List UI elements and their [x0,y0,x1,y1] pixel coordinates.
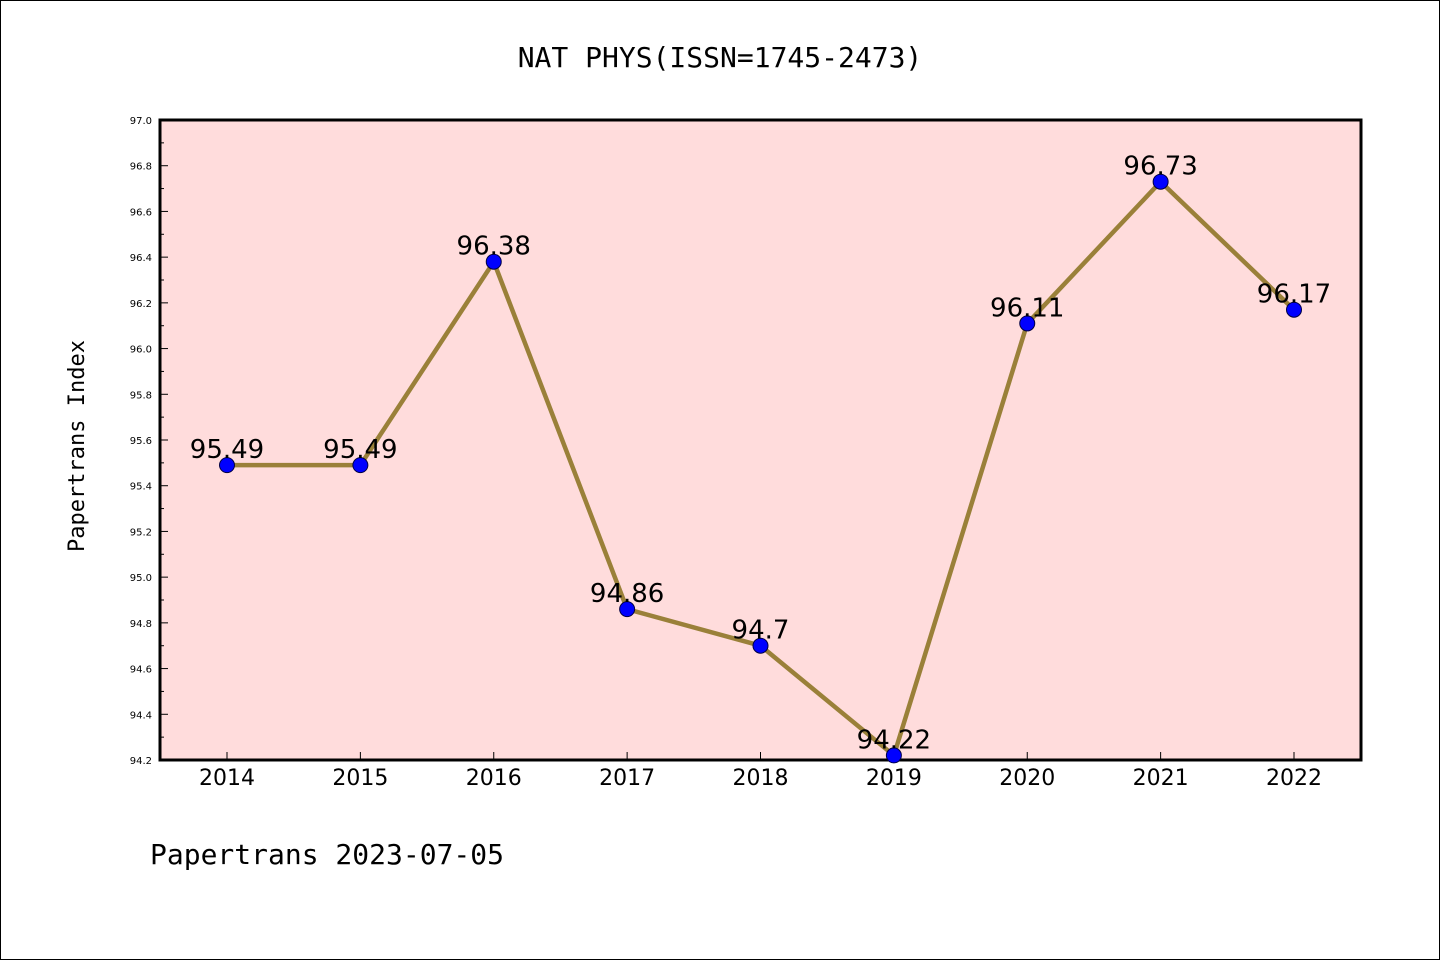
y-tick-label: 94.2 [130,756,152,767]
data-label: 95.49 [190,435,264,465]
x-tick-label: 2015 [332,766,388,791]
y-axis-label: Papertrans Index [65,340,90,552]
data-point [219,457,235,474]
data-point [352,457,369,474]
x-tick-label: 2016 [466,766,522,791]
y-tick-label: 95.8 [130,390,152,401]
x-tick-label: 2017 [599,766,655,791]
x-tick-label: 2022 [1266,766,1322,791]
y-tick-label: 96.4 [130,253,152,264]
y-tick-label: 96.6 [130,207,152,218]
data-label: 96.11 [990,293,1064,323]
x-tick-label: 2019 [866,766,922,791]
data-markers [219,173,1302,764]
y-tick-label: 94.4 [130,710,152,721]
data-label: 96.38 [457,232,531,262]
data-point [485,253,502,270]
data-labels: 95.49 95.49 96.38 94.86 94.7 94.22 96.11 96.73 9… [190,152,1331,756]
y-tick-label: 96.8 [130,162,152,173]
data-label: 96.17 [1257,280,1331,310]
data-point [619,601,636,618]
y-axis: 94.2 94.4 94.6 94.8 95.0 95.2 95.4 95.6 95.8 96.0… [130,116,168,767]
data-label: 94.22 [857,725,931,755]
data-label: 96.73 [1123,152,1197,182]
y-tick-label: 95.6 [130,436,152,447]
y-tick-label: 96.2 [130,299,152,310]
footer-text: Papertrans 2023-07-05 [150,838,504,871]
data-point [1286,301,1302,318]
x-tick-label: 2020 [999,766,1055,791]
data-point [885,747,902,764]
data-label: 94.7 [732,616,790,646]
x-axis: 2014 2015 2016 2017 2018 2019 2020 2021 2022 [199,752,1322,791]
y-tick-label: 94.6 [130,665,152,676]
x-tick-label: 2018 [733,766,789,791]
data-point [1019,315,1036,332]
data-point [1152,173,1169,190]
y-tick-label: 95.4 [130,482,152,493]
y-tick-label: 96.0 [130,345,152,356]
y-tick-label: 94.8 [130,619,152,630]
y-tick-label: 97.0 [130,116,152,127]
x-tick-label: 2014 [199,766,255,791]
data-point [752,637,769,654]
y-tick-label: 95.2 [130,527,152,538]
y-tick-label: 95.0 [130,573,152,584]
data-label: 94.86 [590,579,664,609]
chart-title: NAT PHYS(ISSN=1745-2473) [518,41,923,74]
x-tick-label: 2021 [1133,766,1189,791]
data-label: 95.49 [323,435,397,465]
